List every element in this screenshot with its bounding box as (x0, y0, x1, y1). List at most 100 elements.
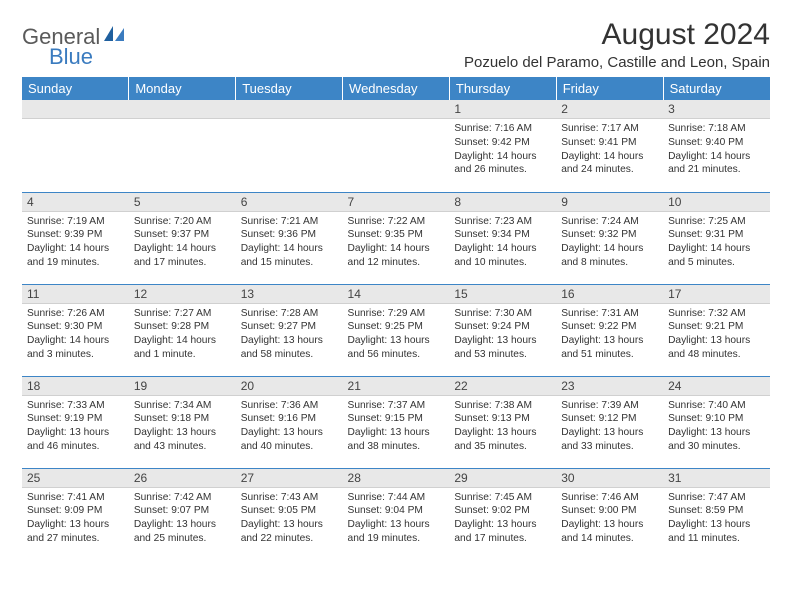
daylight-text: Daylight: 13 hours and 46 minutes. (27, 426, 124, 454)
day-details: Sunrise: 7:43 AMSunset: 9:05 PMDaylight:… (236, 488, 343, 548)
sunset-text: Sunset: 9:00 PM (561, 504, 658, 518)
sunset-text: Sunset: 9:12 PM (561, 412, 658, 426)
sunrise-text: Sunrise: 7:31 AM (561, 307, 658, 321)
sunset-text: Sunset: 9:30 PM (27, 320, 124, 334)
day-number: 22 (449, 377, 556, 396)
day-number: 28 (343, 469, 450, 488)
weekday-header: Sunday (22, 77, 129, 100)
sunset-text: Sunset: 9:40 PM (668, 136, 765, 150)
sunset-text: Sunset: 9:28 PM (134, 320, 231, 334)
sunset-text: Sunset: 9:25 PM (348, 320, 445, 334)
sunrise-text: Sunrise: 7:42 AM (134, 491, 231, 505)
sunrise-text: Sunrise: 7:34 AM (134, 399, 231, 413)
calendar-day-cell: 4Sunrise: 7:19 AMSunset: 9:39 PMDaylight… (22, 192, 129, 284)
calendar-day-cell: 29Sunrise: 7:45 AMSunset: 9:02 PMDayligh… (449, 468, 556, 560)
calendar-day-cell: 14Sunrise: 7:29 AMSunset: 9:25 PMDayligh… (343, 284, 450, 376)
daylight-text: Daylight: 14 hours and 17 minutes. (134, 242, 231, 270)
weekday-header-row: Sunday Monday Tuesday Wednesday Thursday… (22, 77, 770, 100)
day-details: Sunrise: 7:27 AMSunset: 9:28 PMDaylight:… (129, 304, 236, 364)
daylight-text: Daylight: 13 hours and 17 minutes. (454, 518, 551, 546)
calendar-day-cell: 16Sunrise: 7:31 AMSunset: 9:22 PMDayligh… (556, 284, 663, 376)
day-details: Sunrise: 7:21 AMSunset: 9:36 PMDaylight:… (236, 212, 343, 272)
sunrise-text: Sunrise: 7:27 AM (134, 307, 231, 321)
daylight-text: Daylight: 13 hours and 19 minutes. (348, 518, 445, 546)
sunrise-text: Sunrise: 7:26 AM (27, 307, 124, 321)
calendar-day-cell: 25Sunrise: 7:41 AMSunset: 9:09 PMDayligh… (22, 468, 129, 560)
sunset-text: Sunset: 9:37 PM (134, 228, 231, 242)
calendar-day-cell: 1Sunrise: 7:16 AMSunset: 9:42 PMDaylight… (449, 100, 556, 192)
day-details: Sunrise: 7:25 AMSunset: 9:31 PMDaylight:… (663, 212, 770, 272)
sunrise-text: Sunrise: 7:40 AM (668, 399, 765, 413)
calendar-day-cell: 27Sunrise: 7:43 AMSunset: 9:05 PMDayligh… (236, 468, 343, 560)
day-details: Sunrise: 7:41 AMSunset: 9:09 PMDaylight:… (22, 488, 129, 548)
day-number: 27 (236, 469, 343, 488)
daylight-text: Daylight: 14 hours and 21 minutes. (668, 150, 765, 178)
daylight-text: Daylight: 13 hours and 11 minutes. (668, 518, 765, 546)
weekday-header: Friday (556, 77, 663, 100)
weekday-header: Thursday (449, 77, 556, 100)
day-number: 6 (236, 193, 343, 212)
calendar-day-cell: 28Sunrise: 7:44 AMSunset: 9:04 PMDayligh… (343, 468, 450, 560)
day-number: 7 (343, 193, 450, 212)
sunset-text: Sunset: 9:31 PM (668, 228, 765, 242)
day-number: 2 (556, 100, 663, 119)
sunset-text: Sunset: 9:19 PM (27, 412, 124, 426)
day-number: 18 (22, 377, 129, 396)
calendar-day-cell: 10Sunrise: 7:25 AMSunset: 9:31 PMDayligh… (663, 192, 770, 284)
sunrise-text: Sunrise: 7:33 AM (27, 399, 124, 413)
day-number: 23 (556, 377, 663, 396)
location-subtitle: Pozuelo del Paramo, Castille and Leon, S… (464, 54, 770, 71)
sunrise-text: Sunrise: 7:28 AM (241, 307, 338, 321)
weekday-header: Monday (129, 77, 236, 100)
title-block: August 2024 Pozuelo del Paramo, Castille… (464, 18, 770, 71)
calendar-page: General August 2024 Pozuelo del Paramo, … (0, 0, 792, 570)
daylight-text: Daylight: 13 hours and 58 minutes. (241, 334, 338, 362)
sunset-text: Sunset: 9:21 PM (668, 320, 765, 334)
weekday-header: Tuesday (236, 77, 343, 100)
sunset-text: Sunset: 9:39 PM (27, 228, 124, 242)
day-number: 13 (236, 285, 343, 304)
day-details: Sunrise: 7:32 AMSunset: 9:21 PMDaylight:… (663, 304, 770, 364)
daylight-text: Daylight: 13 hours and 38 minutes. (348, 426, 445, 454)
calendar-day-cell (236, 100, 343, 192)
calendar-day-cell: 24Sunrise: 7:40 AMSunset: 9:10 PMDayligh… (663, 376, 770, 468)
day-details: Sunrise: 7:23 AMSunset: 9:34 PMDaylight:… (449, 212, 556, 272)
day-number: 30 (556, 469, 663, 488)
sunset-text: Sunset: 9:32 PM (561, 228, 658, 242)
logo-text-blue: Blue (49, 44, 93, 70)
calendar-day-cell: 17Sunrise: 7:32 AMSunset: 9:21 PMDayligh… (663, 284, 770, 376)
daylight-text: Daylight: 14 hours and 5 minutes. (668, 242, 765, 270)
sunrise-text: Sunrise: 7:45 AM (454, 491, 551, 505)
day-details: Sunrise: 7:29 AMSunset: 9:25 PMDaylight:… (343, 304, 450, 364)
calendar-day-cell: 20Sunrise: 7:36 AMSunset: 9:16 PMDayligh… (236, 376, 343, 468)
logo-sail-icon (104, 26, 126, 42)
day-number: 14 (343, 285, 450, 304)
daylight-text: Daylight: 13 hours and 51 minutes. (561, 334, 658, 362)
day-details: Sunrise: 7:34 AMSunset: 9:18 PMDaylight:… (129, 396, 236, 456)
day-number-empty (236, 100, 343, 119)
sunrise-text: Sunrise: 7:37 AM (348, 399, 445, 413)
sunset-text: Sunset: 9:22 PM (561, 320, 658, 334)
daylight-text: Daylight: 14 hours and 12 minutes. (348, 242, 445, 270)
day-number: 3 (663, 100, 770, 119)
daylight-text: Daylight: 13 hours and 56 minutes. (348, 334, 445, 362)
sunrise-text: Sunrise: 7:47 AM (668, 491, 765, 505)
daylight-text: Daylight: 13 hours and 35 minutes. (454, 426, 551, 454)
day-details: Sunrise: 7:16 AMSunset: 9:42 PMDaylight:… (449, 119, 556, 179)
calendar-day-cell: 19Sunrise: 7:34 AMSunset: 9:18 PMDayligh… (129, 376, 236, 468)
day-details: Sunrise: 7:28 AMSunset: 9:27 PMDaylight:… (236, 304, 343, 364)
calendar-day-cell: 7Sunrise: 7:22 AMSunset: 9:35 PMDaylight… (343, 192, 450, 284)
calendar-day-cell: 30Sunrise: 7:46 AMSunset: 9:00 PMDayligh… (556, 468, 663, 560)
calendar-day-cell: 11Sunrise: 7:26 AMSunset: 9:30 PMDayligh… (22, 284, 129, 376)
weekday-header: Wednesday (343, 77, 450, 100)
day-details: Sunrise: 7:42 AMSunset: 9:07 PMDaylight:… (129, 488, 236, 548)
calendar-day-cell: 21Sunrise: 7:37 AMSunset: 9:15 PMDayligh… (343, 376, 450, 468)
daylight-text: Daylight: 13 hours and 14 minutes. (561, 518, 658, 546)
day-details: Sunrise: 7:20 AMSunset: 9:37 PMDaylight:… (129, 212, 236, 272)
day-details: Sunrise: 7:17 AMSunset: 9:41 PMDaylight:… (556, 119, 663, 179)
sunrise-text: Sunrise: 7:39 AM (561, 399, 658, 413)
day-details: Sunrise: 7:24 AMSunset: 9:32 PMDaylight:… (556, 212, 663, 272)
day-details: Sunrise: 7:30 AMSunset: 9:24 PMDaylight:… (449, 304, 556, 364)
calendar-day-cell: 2Sunrise: 7:17 AMSunset: 9:41 PMDaylight… (556, 100, 663, 192)
day-details: Sunrise: 7:18 AMSunset: 9:40 PMDaylight:… (663, 119, 770, 179)
